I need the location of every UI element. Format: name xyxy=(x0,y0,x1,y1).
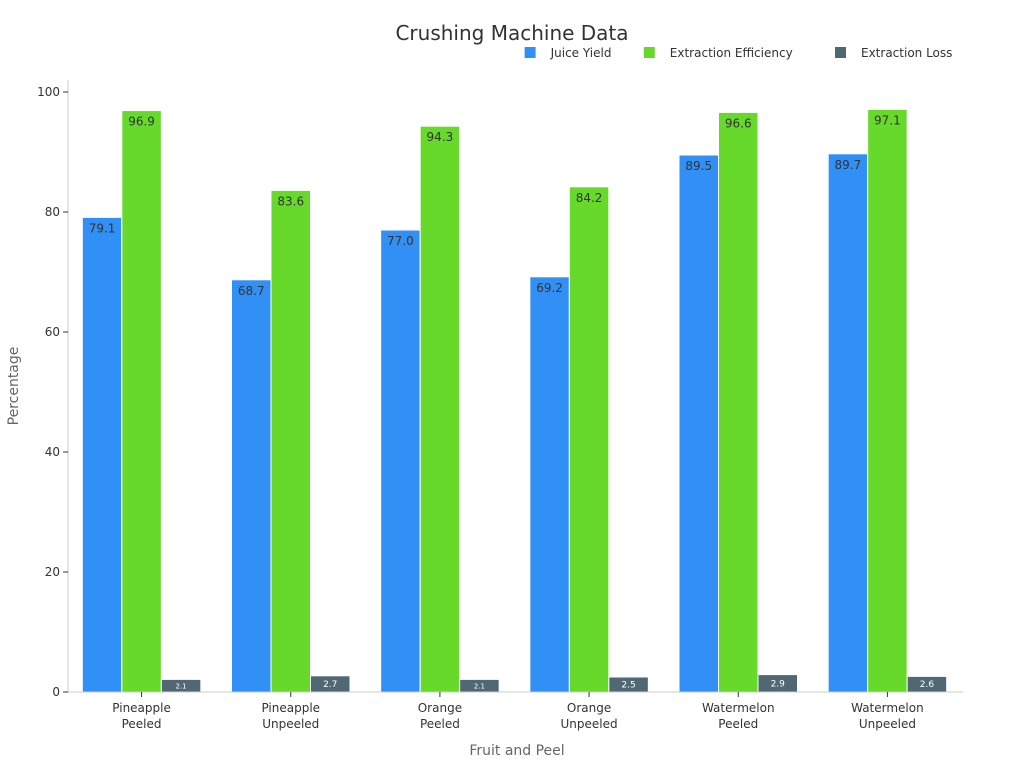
y-tick-label: 0 xyxy=(52,685,60,699)
bar-value-label: 89.5 xyxy=(685,159,712,173)
y-tick-label: 20 xyxy=(45,565,60,579)
x-tick-label: Peeled xyxy=(420,717,460,731)
bar xyxy=(867,108,908,693)
bar-value-label: 68.7 xyxy=(238,284,265,298)
bar-value-label: 97.1 xyxy=(874,113,901,127)
bar-value-label: 2.6 xyxy=(920,680,935,690)
bar-value-label: 79.1 xyxy=(89,221,116,235)
chart-title: Crushing Machine Data xyxy=(395,21,628,45)
bar xyxy=(718,111,759,693)
x-axis-title: Fruit and Peel xyxy=(469,743,564,759)
x-tick-label: Pineapple xyxy=(112,701,171,715)
bar-value-label: 69.2 xyxy=(536,281,563,295)
bar-value-label: 77.0 xyxy=(387,234,414,248)
x-tick-label: Watermelon xyxy=(702,701,775,715)
bar-value-label: 89.7 xyxy=(835,158,862,172)
x-tick-label: Orange xyxy=(418,701,462,715)
bar xyxy=(678,154,719,693)
y-tick-label: 80 xyxy=(45,205,60,219)
bar-value-label: 2.7 xyxy=(323,680,337,690)
y-tick-label: 100 xyxy=(37,85,60,99)
bar xyxy=(419,125,461,693)
bar-value-label: 2.1 xyxy=(474,683,485,691)
legend-label: Extraction Efficiency xyxy=(670,46,793,60)
bar xyxy=(121,110,162,693)
x-axis: Pineapple Peeled Pineapple Unpeeled Orange Pe… xyxy=(68,691,963,731)
bar xyxy=(827,153,869,693)
bar xyxy=(529,276,570,693)
y-axis-title: Percentage xyxy=(6,347,22,426)
bar-value-label: 94.3 xyxy=(427,130,454,144)
bar-value-label: 96.6 xyxy=(725,116,752,130)
bar-value-label: 2.1 xyxy=(176,683,187,691)
bar-value-label: 2.5 xyxy=(621,681,635,691)
x-tick-label: Unpeeled xyxy=(859,717,916,731)
legend-swatch xyxy=(643,47,655,58)
bar xyxy=(568,186,610,693)
y-axis: 0 20 40 60 80 100 xyxy=(37,80,69,699)
x-tick-label: Unpeeled xyxy=(561,717,618,731)
bar-value-label: 84.2 xyxy=(576,191,603,205)
legend-swatch xyxy=(524,47,536,58)
bar xyxy=(380,229,421,693)
y-tick-label: 40 xyxy=(45,445,60,459)
legend: Juice Yield Extraction Efficiency Extracti… xyxy=(524,46,952,60)
bar-value-label: 83.6 xyxy=(277,194,304,208)
legend-label: Juice Yield xyxy=(550,46,612,60)
legend-swatch xyxy=(835,47,846,58)
bar-value-label: 96.9 xyxy=(128,115,155,129)
y-tick-label: 60 xyxy=(45,325,60,339)
bar-value-label: 2.9 xyxy=(771,679,786,689)
x-tick-label: Pineapple xyxy=(261,701,320,715)
x-tick-label: Peeled xyxy=(122,717,162,731)
bar xyxy=(231,279,272,693)
x-tick-label: Unpeeled xyxy=(262,717,319,731)
legend-label: Extraction Loss xyxy=(861,46,952,60)
x-tick-label: Peeled xyxy=(718,717,758,731)
x-tick-label: Orange xyxy=(567,701,611,715)
x-tick-label: Watermelon xyxy=(851,701,924,715)
bar xyxy=(270,189,311,693)
bars-group: 79.1 96.9 2.1 68.7 83.6 2.7 77.0 94.3 2.1 69.2 84.… xyxy=(81,108,948,693)
bar xyxy=(81,216,123,693)
